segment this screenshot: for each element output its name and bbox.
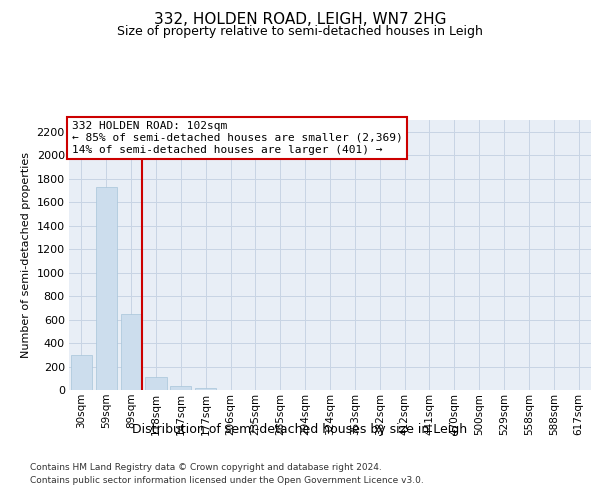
Bar [145,377,167,390]
Bar [121,314,142,390]
Y-axis label: Number of semi-detached properties: Number of semi-detached properties [21,152,31,358]
Bar [96,187,117,390]
Text: Distribution of semi-detached houses by size in Leigh: Distribution of semi-detached houses by … [133,422,467,436]
Text: Contains HM Land Registry data © Crown copyright and database right 2024.: Contains HM Land Registry data © Crown c… [30,462,382,471]
Bar [170,386,191,390]
Text: 332 HOLDEN ROAD: 102sqm
← 85% of semi-detached houses are smaller (2,369)
14% of: 332 HOLDEN ROAD: 102sqm ← 85% of semi-de… [71,122,403,154]
Text: Contains public sector information licensed under the Open Government Licence v3: Contains public sector information licen… [30,476,424,485]
Text: 332, HOLDEN ROAD, LEIGH, WN7 2HG: 332, HOLDEN ROAD, LEIGH, WN7 2HG [154,12,446,28]
Bar [71,356,92,390]
Bar [195,388,216,390]
Text: Size of property relative to semi-detached houses in Leigh: Size of property relative to semi-detach… [117,25,483,38]
